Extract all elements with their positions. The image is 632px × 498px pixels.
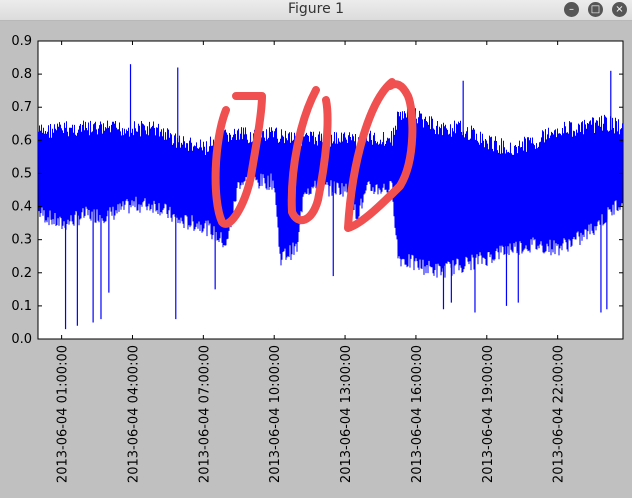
x-tick-label: 2013-06-04 01:00:00 <box>56 345 71 483</box>
x-tick-label: 2013-06-04 13:00:00 <box>339 345 354 483</box>
y-tick-label: 0.6 <box>11 133 32 148</box>
annotation-stroke <box>287 86 332 225</box>
series-line <box>38 107 623 278</box>
x-axis: 2013-06-04 01:00:00 2013-06-04 04:00:00 20… <box>56 41 567 483</box>
x-tick-label: 2013-06-04 10:00:00 <box>268 345 283 483</box>
window-titlebar: Figure 1 – □ × <box>0 0 632 21</box>
maximize-button[interactable]: □ <box>588 2 603 17</box>
window-title: Figure 1 <box>287 1 345 17</box>
x-tick-label: 2013-06-04 07:00:00 <box>197 345 212 483</box>
y-tick-label: 0.7 <box>11 100 32 115</box>
y-tick-label: 0.8 <box>11 67 32 82</box>
close-button[interactable]: × <box>612 2 627 17</box>
y-tick-label: 0.0 <box>11 332 32 347</box>
x-tick-label: 2013-06-04 19:00:00 <box>481 345 496 483</box>
minimize-button[interactable]: – <box>564 2 579 17</box>
annotation-stroke <box>344 78 417 232</box>
y-tick-label: 0.9 <box>11 34 32 49</box>
annotation-layer <box>211 78 417 232</box>
y-tick-label: 0.2 <box>11 266 32 281</box>
y-axis: 0.0 0.1 0.2 0.3 0.4 0.5 0.6 0.7 0.8 0.9 <box>11 34 623 347</box>
y-tick-label: 0.3 <box>11 233 32 248</box>
x-tick-label: 2013-06-04 16:00:00 <box>410 345 425 483</box>
figure-canvas: 0.0 0.1 0.2 0.3 0.4 0.5 0.6 0.7 0.8 0.9 2013-06-0… <box>11 34 624 483</box>
y-tick-label: 0.1 <box>11 299 32 314</box>
x-tick-label: 2013-06-04 22:00:00 <box>552 345 567 483</box>
y-tick-label: 0.4 <box>11 200 32 215</box>
annotation-stroke <box>211 92 266 228</box>
y-tick-label: 0.5 <box>11 166 32 181</box>
x-tick-label: 2013-06-04 04:00:00 <box>126 345 141 483</box>
